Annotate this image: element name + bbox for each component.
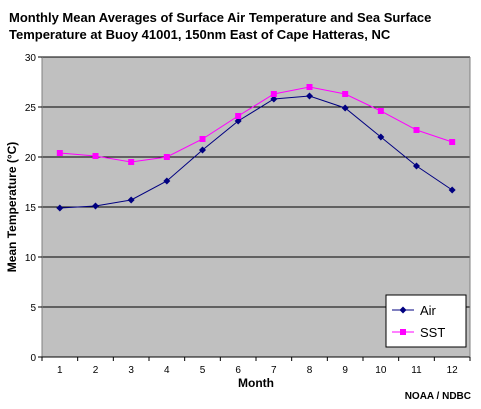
data-point-air — [413, 162, 420, 170]
y-tick-label: 20 — [25, 153, 37, 164]
data-point-air — [92, 202, 99, 210]
x-tick-label: 10 — [375, 365, 387, 376]
data-point-sst — [413, 127, 420, 133]
x-tick-label: 11 — [411, 365, 422, 376]
x-tick-label: 2 — [93, 365, 99, 376]
series-air — [56, 92, 456, 212]
legend-marker-sst — [400, 329, 406, 335]
data-point-air — [56, 204, 64, 212]
legend-box — [385, 294, 467, 348]
x-tick-label: 9 — [342, 365, 348, 376]
legend: Air SST — [385, 294, 467, 348]
data-point-air — [199, 146, 206, 154]
y-tick-label: 0 — [30, 353, 36, 364]
x-tick-label: 3 — [128, 365, 134, 376]
data-point-air — [306, 92, 313, 100]
y-tick-labels: 0 5 10 15 20 25 30 — [25, 53, 42, 364]
x-tick-label: 6 — [235, 365, 241, 376]
x-tick-label: 7 — [271, 365, 277, 376]
gridlines — [42, 56, 470, 308]
data-point-sst — [377, 108, 384, 114]
x-tick-label: 4 — [164, 365, 170, 376]
data-point-air — [377, 133, 385, 141]
data-point-sst — [128, 159, 135, 165]
legend-label-air: Air — [420, 303, 437, 318]
data-point-sst — [270, 91, 277, 97]
data-point-sst — [56, 150, 63, 156]
series-sst — [56, 84, 456, 165]
data-point-sst — [449, 139, 456, 145]
data-point-sst — [92, 153, 99, 159]
x-tick-labels: 1 2 3 4 5 6 7 8 9 10 11 12 — [41, 357, 471, 376]
x-tick-label: 1 — [57, 365, 63, 376]
series-line-air — [59, 95, 453, 209]
data-series — [56, 84, 456, 212]
source-credit: NOAA / NDBC — [404, 391, 471, 402]
y-tick-label: 10 — [25, 253, 37, 264]
data-point-sst — [163, 154, 170, 160]
series-line-sst — [59, 86, 453, 163]
legend-label-sst: SST — [420, 325, 445, 340]
x-axis-label: Month — [238, 376, 274, 390]
y-axis-label: Mean Temperature (°C) — [5, 142, 19, 273]
y-tick-label: 15 — [25, 203, 37, 214]
data-point-sst — [342, 91, 349, 97]
y-tick-label: 5 — [30, 303, 36, 314]
legend-marker-air — [399, 306, 407, 314]
data-point-air — [163, 177, 171, 185]
x-tick-label: 12 — [447, 365, 459, 376]
data-point-air — [448, 186, 456, 194]
data-point-sst — [235, 113, 242, 119]
x-tick-label: 8 — [307, 365, 313, 376]
y-tick-label: 30 — [25, 53, 37, 64]
data-point-air — [234, 117, 242, 125]
data-point-air — [127, 196, 135, 204]
data-point-sst — [306, 84, 313, 90]
data-point-sst — [199, 136, 206, 142]
chart-title: Monthly Mean Averages of Surface Air Tem… — [9, 10, 432, 42]
data-point-air — [270, 95, 278, 103]
data-point-air — [341, 104, 349, 112]
y-tick-label: 25 — [25, 103, 37, 114]
x-tick-label: 5 — [200, 365, 206, 376]
